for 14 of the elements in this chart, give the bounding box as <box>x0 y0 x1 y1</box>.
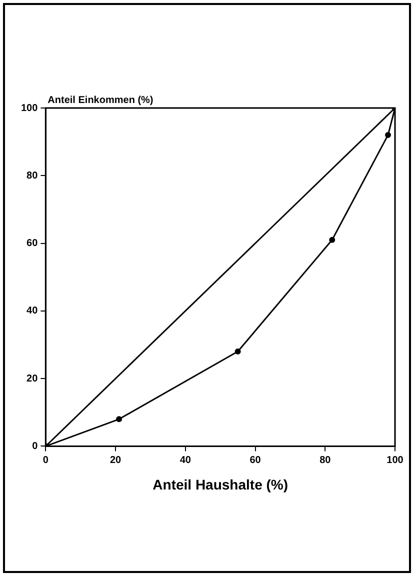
y-tick-label: 100 <box>20 102 38 114</box>
y-tick-label: 20 <box>26 373 38 384</box>
x-tick-label: 40 <box>180 454 192 466</box>
y-tick-label: 60 <box>26 238 38 250</box>
x-axis-title: Anteil Haushalte (%) <box>152 476 288 492</box>
x-tick-label: 100 <box>386 454 404 466</box>
x-tick-label: 80 <box>320 454 332 466</box>
y-tick-label: 80 <box>26 170 38 182</box>
x-tick-label: 60 <box>250 454 262 466</box>
x-tick-label: 0 <box>42 454 49 466</box>
x-tick-label: 20 <box>110 454 122 466</box>
y-axis-title: Anteil Einkommen (%) <box>48 94 154 106</box>
y-tick-label: 40 <box>26 306 38 317</box>
y-tick-label: 0 <box>32 440 38 452</box>
